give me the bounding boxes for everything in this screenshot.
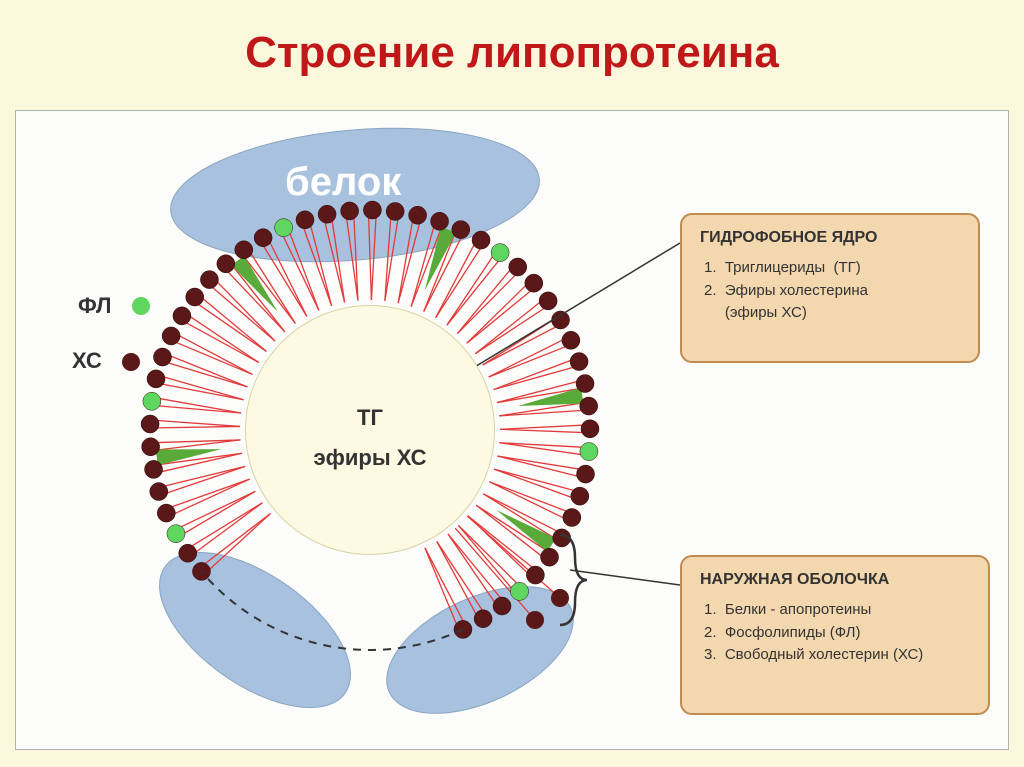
callout-item: 1. Триглицериды (ТГ) (704, 257, 960, 280)
side-label-хс: ХС (72, 348, 102, 374)
protein-label: белок (285, 160, 401, 205)
callout-item: 2. Фосфолипиды (ФЛ) (704, 622, 970, 645)
core-label-tg: ТГ (310, 405, 430, 431)
core-label-esters: эфиры ХС (290, 445, 450, 471)
callout-title: ГИДРОФОБНОЕ ЯДРО (700, 229, 960, 247)
callout-core: ГИДРОФОБНОЕ ЯДРО 1. Триглицериды (ТГ)2. Э… (680, 213, 980, 363)
callout-title: НАРУЖНАЯ ОБОЛОЧКА (700, 571, 970, 589)
side-label-фл: ФЛ (78, 293, 111, 319)
callout-item: 2. Эфиры холестерина (704, 280, 960, 303)
callout-item: (эфиры ХС) (704, 302, 960, 325)
callout-item: 1. Белки - апопротеины (704, 599, 970, 622)
callout-shell: НАРУЖНАЯ ОБОЛОЧКА 1. Белки - апопротеины2… (680, 555, 990, 715)
callout-item: 3. Свободный холестерин (ХС) (704, 644, 970, 667)
